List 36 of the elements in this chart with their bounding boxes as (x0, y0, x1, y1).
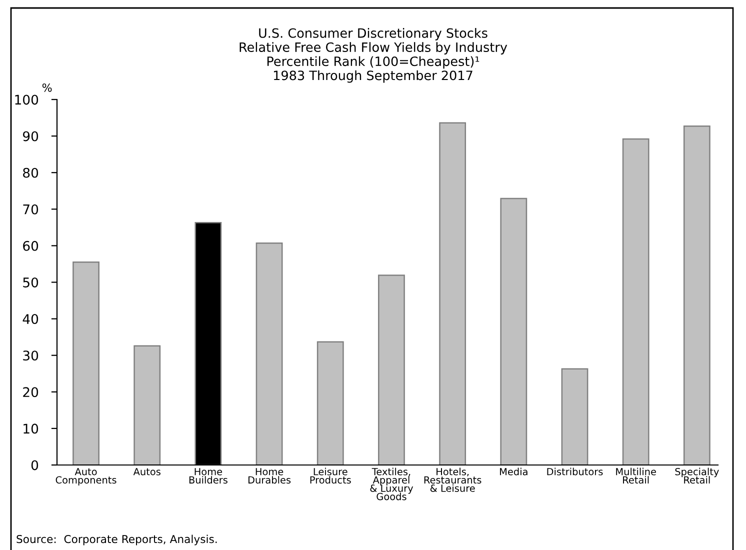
source-note: Source: Corporate Reports, Analysis. (16, 534, 217, 546)
y-tick-label: 10 (24, 424, 38, 434)
bar (561, 368, 588, 465)
x-tick-label: Auto Components (56, 468, 116, 486)
x-tick-label: Hotels, Restaurants & Leisure (424, 468, 482, 492)
y-tick-label: 70 (23, 204, 38, 214)
x-tick-label: Home Durables (248, 468, 291, 484)
bar (622, 138, 650, 465)
bar (256, 242, 283, 465)
bar (439, 122, 466, 465)
chart-subtitle: Relative Free Cash Flow Yields by Industry Percentile Rank (100=Cheapest)¹ 1983 Through September 2017 (240, 42, 508, 83)
y-tick-label: 60 (23, 240, 38, 251)
bar (500, 198, 528, 465)
x-tick-label: Autos (133, 468, 160, 476)
y-tick-label: 30 (23, 350, 38, 361)
x-tick-label: Distributors (547, 468, 603, 476)
y-axis-title: % (42, 83, 52, 92)
x-tick-label: Multiline Retail (616, 468, 656, 484)
bar (134, 345, 161, 465)
y-tick-label: 80 (23, 168, 38, 178)
y-tick-label: 40 (22, 314, 38, 324)
y-tick-label: 100 (15, 94, 38, 105)
bar (72, 262, 100, 465)
x-tick-label: Home Builders (189, 468, 228, 484)
x-tick-label: Specialty Retail (675, 468, 719, 484)
y-tick-label: 50 (23, 277, 38, 288)
chart-title: U.S. Consumer Discretionary Stocks (259, 28, 488, 40)
y-tick-label: 0 (31, 460, 38, 470)
bar (683, 126, 710, 465)
x-tick-label: Leisure Products (310, 468, 351, 484)
x-tick-label: Media (500, 468, 528, 476)
y-tick-label: 20 (23, 387, 38, 398)
bar (378, 274, 405, 465)
bar (316, 341, 344, 465)
x-tick-label: Textiles, Apparel & Luxury Goods (370, 468, 414, 500)
y-tick-label: 90 (22, 131, 38, 142)
